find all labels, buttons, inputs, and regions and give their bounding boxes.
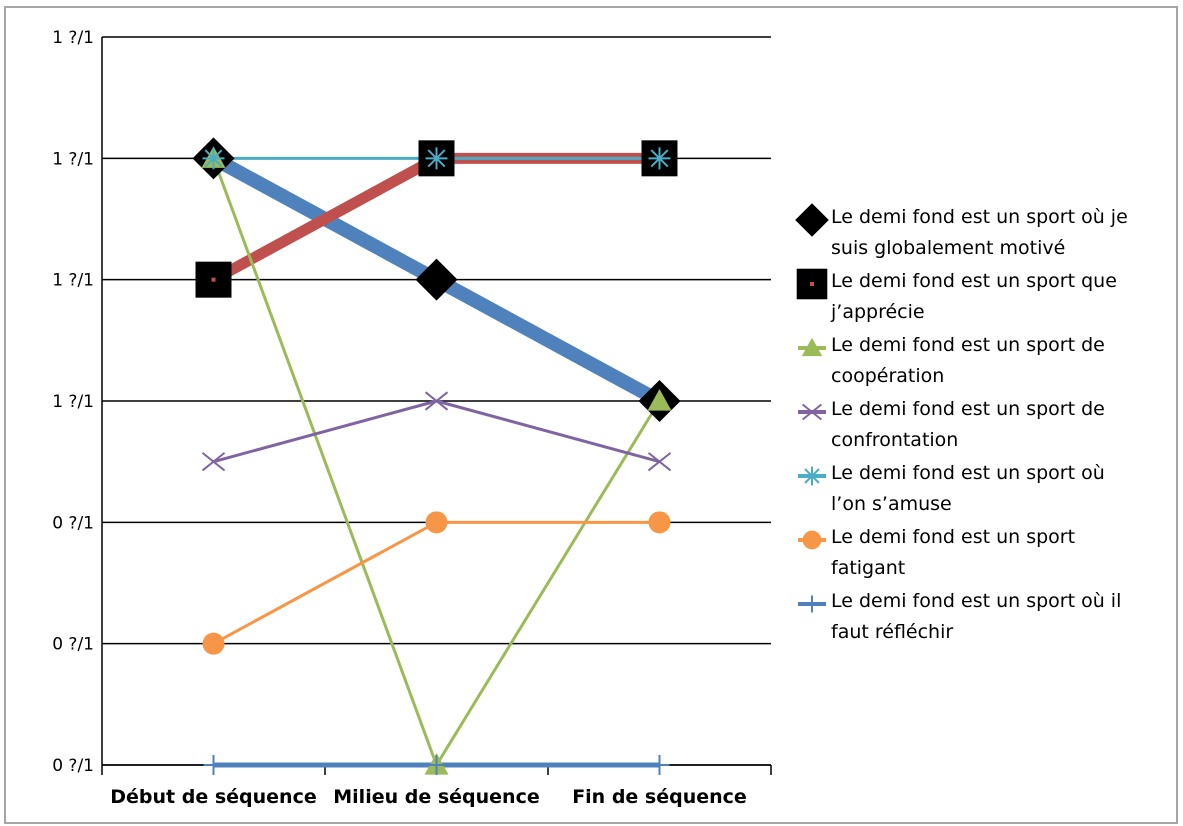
series-line-6 bbox=[212, 520, 660, 645]
star-marker-stroke bbox=[204, 149, 223, 168]
legend-item: Le demi fond est un sport où je suis glob… bbox=[795, 203, 1128, 259]
legend-label: confrontation bbox=[831, 429, 958, 451]
data-point-marker bbox=[795, 203, 829, 237]
data-point-marker bbox=[425, 147, 448, 170]
triangle-marker bbox=[647, 389, 672, 411]
legend-label: Le demi fond est un sport où je bbox=[831, 206, 1128, 228]
y-tick-label: 0 ?/1 bbox=[52, 513, 94, 533]
y-tick-label: 1 ?/1 bbox=[52, 392, 94, 412]
data-point-marker bbox=[802, 530, 822, 550]
data-point-marker bbox=[195, 261, 232, 298]
data-point-marker bbox=[202, 147, 225, 170]
star-marker-stroke bbox=[804, 468, 820, 484]
diamond-marker bbox=[415, 258, 458, 301]
star-marker-stroke bbox=[427, 149, 446, 168]
legend-item: Le demi fond est un sport de coopération bbox=[798, 334, 1105, 387]
x-marker-stroke bbox=[201, 452, 226, 472]
data-point-marker bbox=[801, 337, 823, 357]
circle-marker bbox=[202, 632, 225, 655]
data-point-marker bbox=[647, 452, 672, 472]
legend-label: suis globalement motivé bbox=[831, 237, 1065, 259]
data-point-marker bbox=[424, 391, 449, 411]
y-tick-label: 1 ?/1 bbox=[52, 28, 94, 48]
x-marker-stroke bbox=[802, 403, 822, 421]
legend-label: Le demi fond est un sport que bbox=[831, 270, 1117, 292]
x-category-label: Fin de séquence bbox=[572, 786, 747, 808]
data-point-marker bbox=[203, 755, 224, 775]
data-point-marker bbox=[425, 511, 448, 534]
data-point-marker bbox=[802, 403, 822, 421]
circle-marker bbox=[802, 530, 822, 550]
legend-label: j’apprécie bbox=[830, 301, 925, 323]
y-tick-label: 0 ?/1 bbox=[52, 635, 94, 655]
legend-label: Le demi fond est un sport de bbox=[831, 398, 1105, 420]
legend-label: faut réfléchir bbox=[831, 621, 953, 643]
legend-item: Le demi fond est un sport fatigant bbox=[798, 526, 1075, 579]
data-point-marker bbox=[202, 632, 225, 655]
legend-item: Le demi fond est un sport de confrontatio… bbox=[798, 398, 1105, 451]
data-point-marker bbox=[803, 595, 821, 613]
data-point-marker bbox=[649, 755, 670, 775]
legend-item: Le demi fond est un sport que j’apprécie bbox=[796, 268, 1117, 323]
diamond-marker bbox=[795, 203, 829, 237]
chart-frame bbox=[4, 6, 1178, 824]
x-category-label: Milieu de séquence bbox=[333, 786, 539, 808]
x-marker-stroke bbox=[647, 452, 672, 472]
data-point-marker bbox=[796, 268, 828, 300]
data-point-marker bbox=[201, 452, 226, 472]
legend-label: Le demi fond est un sport où il bbox=[831, 590, 1121, 612]
y-tick-label: 1 ?/1 bbox=[52, 271, 94, 291]
circle-marker bbox=[425, 511, 448, 534]
legend-label: fatigant bbox=[831, 557, 905, 579]
series-line-4 bbox=[213, 399, 660, 464]
star-marker-stroke bbox=[650, 149, 669, 168]
legend-item: Le demi fond est un sport où il faut réfl… bbox=[798, 590, 1121, 643]
square-marker-center bbox=[810, 282, 814, 286]
data-point-marker bbox=[426, 755, 447, 775]
x-category-label: Début de séquence bbox=[110, 786, 316, 808]
data-point-marker bbox=[648, 511, 671, 534]
legend-item: Le demi fond est un sport où l’on s’amuse bbox=[798, 462, 1105, 515]
square-marker-center bbox=[211, 277, 216, 282]
y-tick-label: 0 ?/1 bbox=[52, 756, 94, 776]
circle-marker bbox=[648, 511, 671, 534]
legend-label: Le demi fond est un sport bbox=[831, 526, 1075, 548]
legend-label: Le demi fond est un sport de bbox=[831, 334, 1105, 356]
legend-label: coopération bbox=[831, 365, 944, 387]
data-point-marker bbox=[647, 389, 672, 411]
y-tick-label: 1 ?/1 bbox=[52, 149, 94, 169]
data-point-marker bbox=[802, 466, 822, 486]
triangle-marker bbox=[801, 337, 823, 357]
data-point-marker bbox=[648, 147, 671, 170]
data-point-marker bbox=[415, 258, 458, 301]
legend-label: l’on s’amuse bbox=[831, 493, 952, 515]
x-marker-stroke bbox=[424, 391, 449, 411]
legend-label: Le demi fond est un sport où bbox=[831, 462, 1105, 484]
